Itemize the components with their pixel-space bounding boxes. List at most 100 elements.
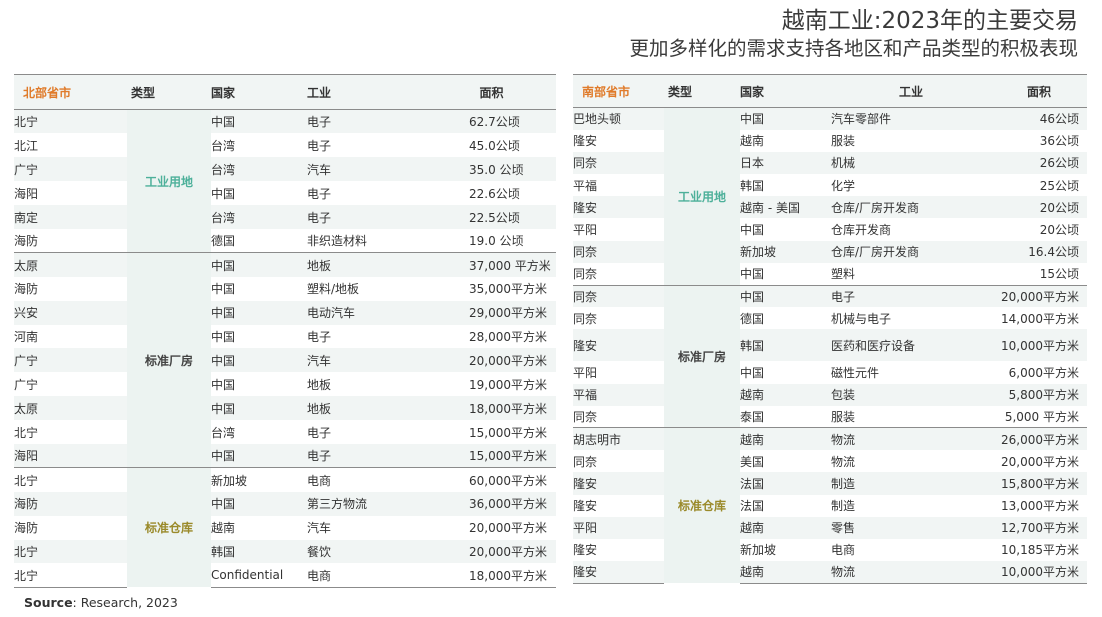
table-row: 南定 台湾 电子 22.5公顷 [14,205,556,229]
cell-area: 45.0公顷 [427,133,556,158]
cell-industry: 电商 [307,467,427,492]
cell-industry: 地板 [307,396,427,421]
table-row: 海防 中国 塑料/地板 35,000平方米 [14,276,556,301]
cell-region: 同奈 [573,450,664,473]
cell-industry: 塑料/地板 [307,276,427,301]
source-note: Source: Research, 2023 [24,595,178,610]
cell-area: 20,000平方米 [991,450,1087,473]
cell-area: 22.5公顷 [427,205,556,229]
cell-country: 美国 [740,450,831,473]
title-block: 越南工业:2023年的主要交易 更加多样化的需求支持各地区和产品类型的积极表现 [629,6,1078,62]
cell-area: 22.6公顷 [427,181,556,206]
cell-industry: 非织造材料 [307,228,427,253]
table-row: 隆安 越南 服装 36公顷 [573,129,1087,152]
table-row: 平福 韩国 化学 25公顷 [573,174,1087,197]
cell-area: 25公顷 [991,174,1087,197]
cell-industry: 电子 [307,181,427,206]
table-row: 北宁 工业用地 中国 电子 62.7公顷 [14,109,556,253]
cell-country: 法国 [740,494,831,517]
cell-region: 兴安 [14,300,127,325]
cell-area: 10,000平方米 [991,329,1087,362]
cell-country: 日本 [740,151,831,175]
table-header-row: 南部省市 类型 国家 工业 面积 [573,74,1087,108]
header-type: 类型 [131,85,156,100]
cell-industry: 塑料 [831,262,991,285]
south-deals-table: 南部省市 类型 国家 工业 面积 巴地头顿 工业用地 中国 汽车零部件 46公顷 隆安 越南… [573,74,1087,584]
table-row: 巴地头顿 工业用地 中国 汽车零部件 46公顷 [573,107,1087,285]
cell-region: 同奈 [573,240,664,263]
cell-area: 19,000平方米 [427,372,556,397]
north-table-body: 北宁 工业用地 中国 电子 62.7公顷 北江 台湾 电子 45.0公顷 广宁 台湾 汽车 35.0 公… [14,109,556,588]
south-table-body: 巴地头顿 工业用地 中国 汽车零部件 46公顷 隆安 越南 服装 36公顷 同奈 日本 机械 26公顷平… [573,107,1087,584]
table-row: 海防 中国 第三方物流 36,000平方米 [14,491,556,516]
table-row: 北宁 韩国 餐饮 20,000平方米 [14,539,556,564]
cell-type: 标准厂房 [127,252,211,468]
cell-industry: 第三方物流 [307,491,427,516]
table-row: 海防 越南 汽车 20,000平方米 [14,515,556,540]
cell-country: 中国 [211,109,307,134]
cell-area: 5,800平方米 [991,383,1087,406]
cell-industry: 磁性元件 [831,361,991,384]
cell-region: 广宁 [14,372,127,397]
cell-area: 35,000平方米 [427,276,556,301]
cell-country: 中国 [740,262,831,285]
cell-country: 中国 [211,491,307,516]
cell-country: 韩国 [740,329,831,362]
cell-type: 工业用地 [664,107,740,285]
cell-area: 16.4公顷 [991,240,1087,263]
cell-region: 北宁 [14,467,127,492]
cell-industry: 机械 [831,151,991,175]
table-row: 广宁 台湾 汽车 35.0 公顷 [14,157,556,182]
cell-area: 15,000平方米 [427,420,556,444]
cell-industry: 仓库/厂房开发商 [831,240,991,263]
header-country: 国家 [211,85,236,100]
cell-country: 中国 [211,372,307,397]
north-deals-table: 北部省市 类型 国家 工业 面积 北宁 工业用地 中国 电子 62.7公顷 北江 台湾 电子 4… [14,74,556,588]
cell-country: 中国 [211,396,307,421]
cell-industry: 机械与电子 [831,307,991,330]
cell-industry: 物流 [831,561,991,584]
cell-region: 隆安 [573,129,664,152]
cell-area: 26,000平方米 [991,427,1087,451]
cell-industry: 医药和医疗设备 [831,329,991,362]
cell-industry: 制造 [831,472,991,495]
cell-industry: 电子 [307,205,427,229]
cell-region: 平福 [573,174,664,197]
table-row: 同奈 中国 塑料 15公顷 [573,262,1087,285]
cell-area: 15,800平方米 [991,472,1087,495]
table-row: 隆安 新加坡 电商 10,185平方米 [573,538,1087,562]
cell-country: 中国 [211,324,307,349]
cell-region: 太原 [14,396,127,421]
cell-country: 越南 [740,129,831,152]
cell-industry: 物流 [831,450,991,473]
table-row: 广宁 中国 地板 19,000平方米 [14,372,556,397]
cell-region: 北宁 [14,109,127,134]
cell-country: Confidential [211,563,307,588]
cell-country: 越南 [740,427,831,451]
cell-country: 新加坡 [740,538,831,562]
cell-country: 中国 [740,218,831,241]
cell-industry: 服装 [831,129,991,152]
cell-area: 14,000平方米 [991,307,1087,330]
cell-country: 台湾 [211,420,307,444]
cell-region: 海防 [14,515,127,540]
header-type: 类型 [668,84,693,99]
table-row: 同奈 新加坡 仓库/厂房开发商 16.4公顷 [573,240,1087,263]
cell-area: 29,000平方米 [427,300,556,325]
page-title: 越南工业:2023年的主要交易 [781,8,1078,34]
cell-country: 中国 [211,181,307,206]
table-row: 广宁 中国 汽车 20,000平方米 [14,348,556,373]
table-header-row: 北部省市 类型 国家 工业 面积 [14,74,556,110]
cell-area: 20公顷 [991,218,1087,241]
cell-country: 韩国 [740,174,831,197]
cell-country: 中国 [211,252,307,277]
cell-industry: 电商 [831,538,991,562]
table-row: 同奈 泰国 服装 5,000 平方米 [573,405,1087,428]
table-row: 平阳 中国 磁性元件 6,000平方米 [573,361,1087,384]
table-row: 平阳 越南 零售 12,700平方米 [573,516,1087,539]
cell-area: 15,000平方米 [427,443,556,468]
cell-region: 隆安 [573,329,664,362]
cell-area: 10,185平方米 [991,538,1087,562]
cell-industry: 电子 [307,443,427,468]
cell-region: 海防 [14,491,127,516]
